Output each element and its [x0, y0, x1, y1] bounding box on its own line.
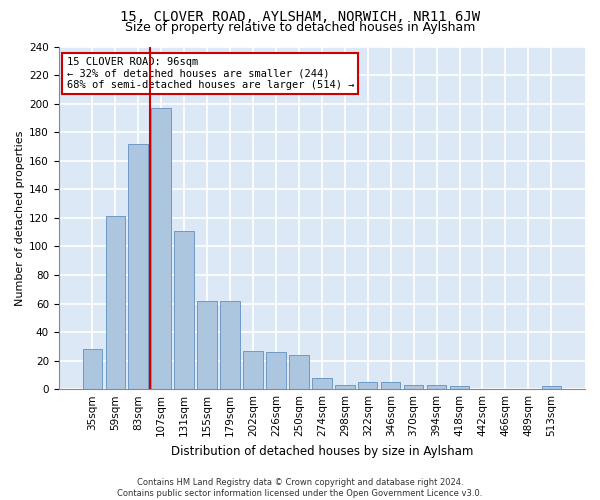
Bar	[220, 300, 240, 389]
Bar	[358, 382, 377, 389]
Bar	[381, 382, 400, 389]
Bar	[266, 352, 286, 389]
Bar	[243, 350, 263, 389]
Bar	[450, 386, 469, 389]
Bar	[335, 385, 355, 389]
Bar	[312, 378, 332, 389]
Bar	[151, 108, 171, 389]
Bar	[289, 355, 308, 389]
Y-axis label: Number of detached properties: Number of detached properties	[15, 130, 25, 306]
Text: 15 CLOVER ROAD: 96sqm
← 32% of detached houses are smaller (244)
68% of semi-det: 15 CLOVER ROAD: 96sqm ← 32% of detached …	[67, 57, 354, 90]
X-axis label: Distribution of detached houses by size in Aylsham: Distribution of detached houses by size …	[170, 444, 473, 458]
Bar	[83, 349, 102, 389]
Bar	[404, 385, 424, 389]
Text: 15, CLOVER ROAD, AYLSHAM, NORWICH, NR11 6JW: 15, CLOVER ROAD, AYLSHAM, NORWICH, NR11 …	[120, 10, 480, 24]
Bar	[427, 385, 446, 389]
Text: Contains HM Land Registry data © Crown copyright and database right 2024.
Contai: Contains HM Land Registry data © Crown c…	[118, 478, 482, 498]
Text: Size of property relative to detached houses in Aylsham: Size of property relative to detached ho…	[125, 22, 475, 35]
Bar	[128, 144, 148, 389]
Bar	[197, 300, 217, 389]
Bar	[106, 216, 125, 389]
Bar	[542, 386, 561, 389]
Bar	[175, 230, 194, 389]
